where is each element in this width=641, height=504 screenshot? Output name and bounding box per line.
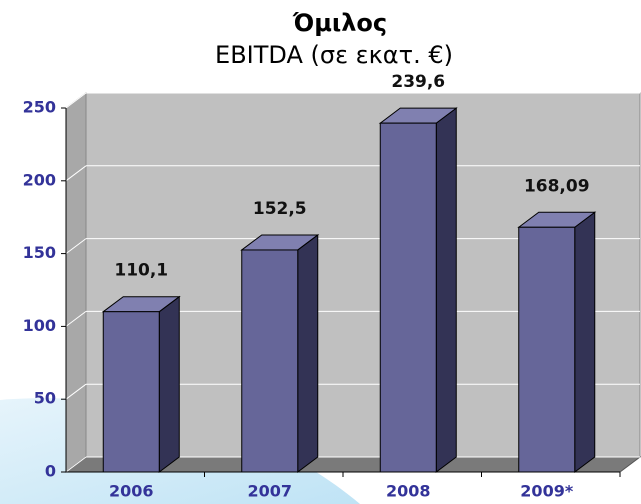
y-tick-label: 250 — [23, 98, 56, 117]
value-label: 110,1 — [114, 261, 168, 281]
bar — [102, 311, 160, 473]
x-tick-label: 2008 — [386, 482, 431, 501]
grid-line — [65, 238, 87, 255]
y-tick-label: 100 — [23, 316, 56, 335]
grid-line — [65, 165, 87, 182]
y-tick-label: 50 — [34, 389, 56, 408]
x-tick-label: 2006 — [109, 482, 154, 501]
value-label: 168,09 — [524, 176, 590, 196]
grid-line — [65, 310, 87, 327]
bar-side — [158, 295, 180, 473]
chart-title: Όμιλος — [292, 9, 387, 37]
y-tick-label: 200 — [23, 170, 56, 189]
bar-side — [574, 211, 596, 473]
chart-subtitle: EBITDA (σε εκατ. €) — [215, 41, 453, 69]
value-label: 152,5 — [253, 199, 307, 219]
bar-side — [297, 233, 319, 473]
bar — [518, 226, 576, 473]
y-tick-label: 0 — [45, 462, 56, 481]
grid-line — [65, 92, 87, 109]
bar — [379, 122, 437, 473]
bar-side — [435, 107, 457, 473]
grid-line — [65, 456, 87, 473]
grid-line — [65, 383, 87, 400]
side-wall — [65, 92, 87, 473]
value-label: 239,6 — [391, 72, 445, 92]
bar — [241, 249, 299, 473]
x-tick-label: 2007 — [247, 482, 292, 501]
x-tick-label: 2009* — [520, 482, 574, 501]
y-tick-label: 150 — [23, 243, 56, 262]
